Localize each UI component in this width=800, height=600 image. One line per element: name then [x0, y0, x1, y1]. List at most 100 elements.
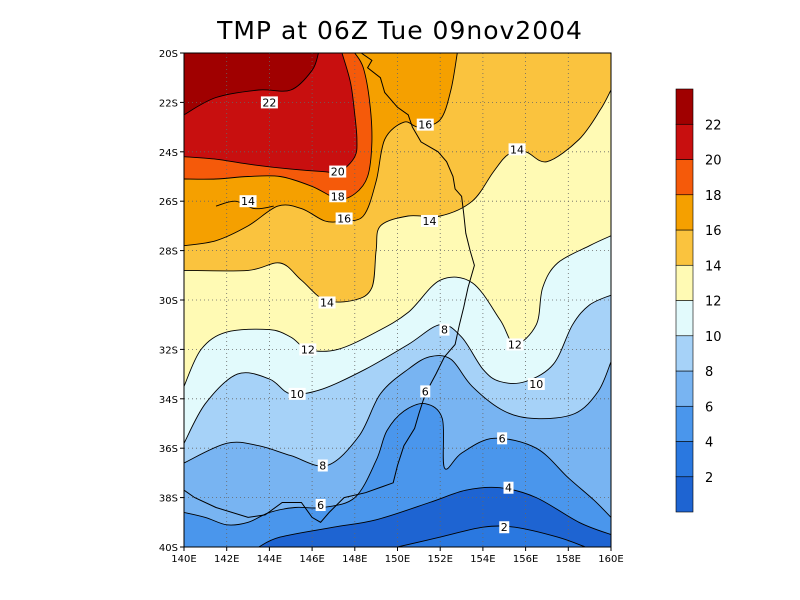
- x-tick-label: 140E: [171, 554, 196, 565]
- colorbar-label: 12: [705, 295, 722, 310]
- x-tick-label: 144E: [257, 554, 282, 565]
- contour-label-6: 6: [422, 385, 429, 398]
- colorbar-label: 14: [705, 259, 722, 274]
- contour-label-bg: [497, 432, 508, 445]
- contour-label-bg: [318, 296, 336, 309]
- colorbar-label: 4: [705, 436, 713, 451]
- colorbar-swatch: [675, 441, 694, 478]
- colorbar-swatch: [675, 335, 694, 372]
- colorbar-label: 18: [705, 189, 722, 204]
- x-tick-label: 146E: [299, 554, 324, 565]
- contour-line-12: [184, 235, 611, 387]
- colorbar-swatch: [675, 264, 694, 301]
- x-tick-label: 160E: [598, 554, 623, 565]
- contour-label-14: 14: [241, 195, 255, 208]
- contour-label-2: 2: [501, 521, 508, 534]
- x-axis: 140E 142E 144E 146E 148E 150E 152E 154E 156E 158E…: [171, 547, 624, 565]
- contour-label-bg: [420, 385, 431, 398]
- y-tick-label: 28S: [159, 247, 178, 258]
- contour-label-bg: [317, 459, 328, 472]
- chart-title: TMP at 06Z Tue 09nov2004: [217, 16, 583, 45]
- contour-label-bg: [299, 343, 317, 356]
- colorbar-label: 8: [705, 365, 713, 380]
- colorbar-swatch: [675, 159, 694, 196]
- colorbar-swatch: [675, 405, 694, 442]
- contour-label-8: 8: [319, 459, 326, 472]
- y-tick-label: 36S: [159, 444, 178, 455]
- y-tick-label: 38S: [159, 494, 178, 505]
- contour-label-bg: [288, 387, 306, 400]
- contour-label-16: 16: [418, 119, 432, 132]
- contour-label-16: 16: [337, 212, 351, 225]
- contour-label-bg: [239, 195, 257, 208]
- contour-label-12: 12: [508, 338, 522, 351]
- x-tick-label: 156E: [513, 554, 538, 565]
- contour-line-16: [184, 53, 458, 247]
- contour-label-14: 14: [423, 215, 437, 228]
- contour-line-2: [397, 525, 586, 547]
- contour-line-6: [184, 403, 611, 526]
- contour-label-bg: [439, 323, 450, 336]
- x-tick-label: 158E: [556, 554, 581, 565]
- x-tick-label: 152E: [427, 554, 452, 565]
- contour-line-22: [184, 53, 319, 116]
- contour-label-bg: [329, 165, 347, 178]
- contour-label-bg: [416, 118, 434, 131]
- contour-label-14: 14: [320, 296, 334, 309]
- colorbar-swatch: [675, 370, 694, 407]
- contour-label-bg: [508, 143, 526, 156]
- contour-line-18: [184, 53, 373, 200]
- contour-line-14: [184, 89, 611, 303]
- colorbar-swatch: [675, 229, 694, 266]
- band-fill-above-2: [184, 526, 586, 547]
- contour-label-6: 6: [499, 432, 506, 445]
- coastline-path: [184, 53, 475, 523]
- contour-label-6: 6: [317, 499, 324, 512]
- contour-line-8: [184, 355, 611, 467]
- contour-label-bg: [335, 212, 353, 225]
- contour-label-12: 12: [301, 343, 315, 356]
- y-axis: 20S 22S 24S 26S 28S 30S 32S 34S 36S 38S 40S: [159, 49, 184, 554]
- y-tick-label: 40S: [159, 543, 178, 554]
- contour-label-bg: [499, 521, 510, 534]
- x-tick-label: 142E: [214, 554, 239, 565]
- colorbar-label: 16: [705, 224, 722, 239]
- contour-label-bg: [329, 190, 347, 203]
- colorbar-label: 22: [705, 118, 722, 133]
- contour-label-14: 14: [510, 143, 524, 156]
- colorbar: 2 4 6 8 10 12 14 16 18 20 22: [675, 88, 722, 513]
- y-tick-label: 24S: [159, 148, 178, 159]
- colorbar-swatch: [675, 123, 694, 160]
- contour-label-8: 8: [441, 324, 448, 337]
- contour-label-bg: [503, 481, 514, 494]
- x-tick-label: 150E: [385, 554, 410, 565]
- contour-label-bg: [506, 338, 524, 351]
- colorbar-label: 2: [705, 471, 713, 486]
- colorbar-swatch: [675, 88, 694, 125]
- y-tick-label: 30S: [159, 296, 178, 307]
- x-tick-label: 148E: [342, 554, 367, 565]
- colorbar-swatch: [675, 300, 694, 337]
- contour-label-bg: [315, 499, 326, 512]
- contour-label-10: 10: [529, 378, 543, 391]
- contour-label-18: 18: [331, 190, 345, 203]
- contour-label-10: 10: [290, 388, 304, 401]
- colorbar-swatch: [675, 476, 694, 513]
- y-tick-label: 32S: [159, 345, 178, 356]
- contour-label-4: 4: [505, 482, 512, 495]
- y-tick-label: 22S: [159, 98, 178, 109]
- colorbar-label: 20: [705, 154, 722, 169]
- contour-line-4: [258, 486, 611, 547]
- colorbar-swatch: [675, 194, 694, 231]
- y-tick-label: 20S: [159, 49, 178, 60]
- y-tick-label: 34S: [159, 395, 178, 406]
- band-fill-above-22: [184, 53, 319, 115]
- colorbar-label: 10: [705, 330, 722, 345]
- contour-label-20: 20: [331, 166, 345, 179]
- contour-label-bg: [421, 214, 439, 227]
- contour-label-bg: [260, 96, 278, 109]
- contour-labels: 22 20 18 16 16 14 14 14 14 12 12 10 10 8 8 6 6 6 4 2: [239, 96, 545, 534]
- y-tick-label: 26S: [159, 197, 178, 208]
- contour-label-bg: [527, 377, 545, 390]
